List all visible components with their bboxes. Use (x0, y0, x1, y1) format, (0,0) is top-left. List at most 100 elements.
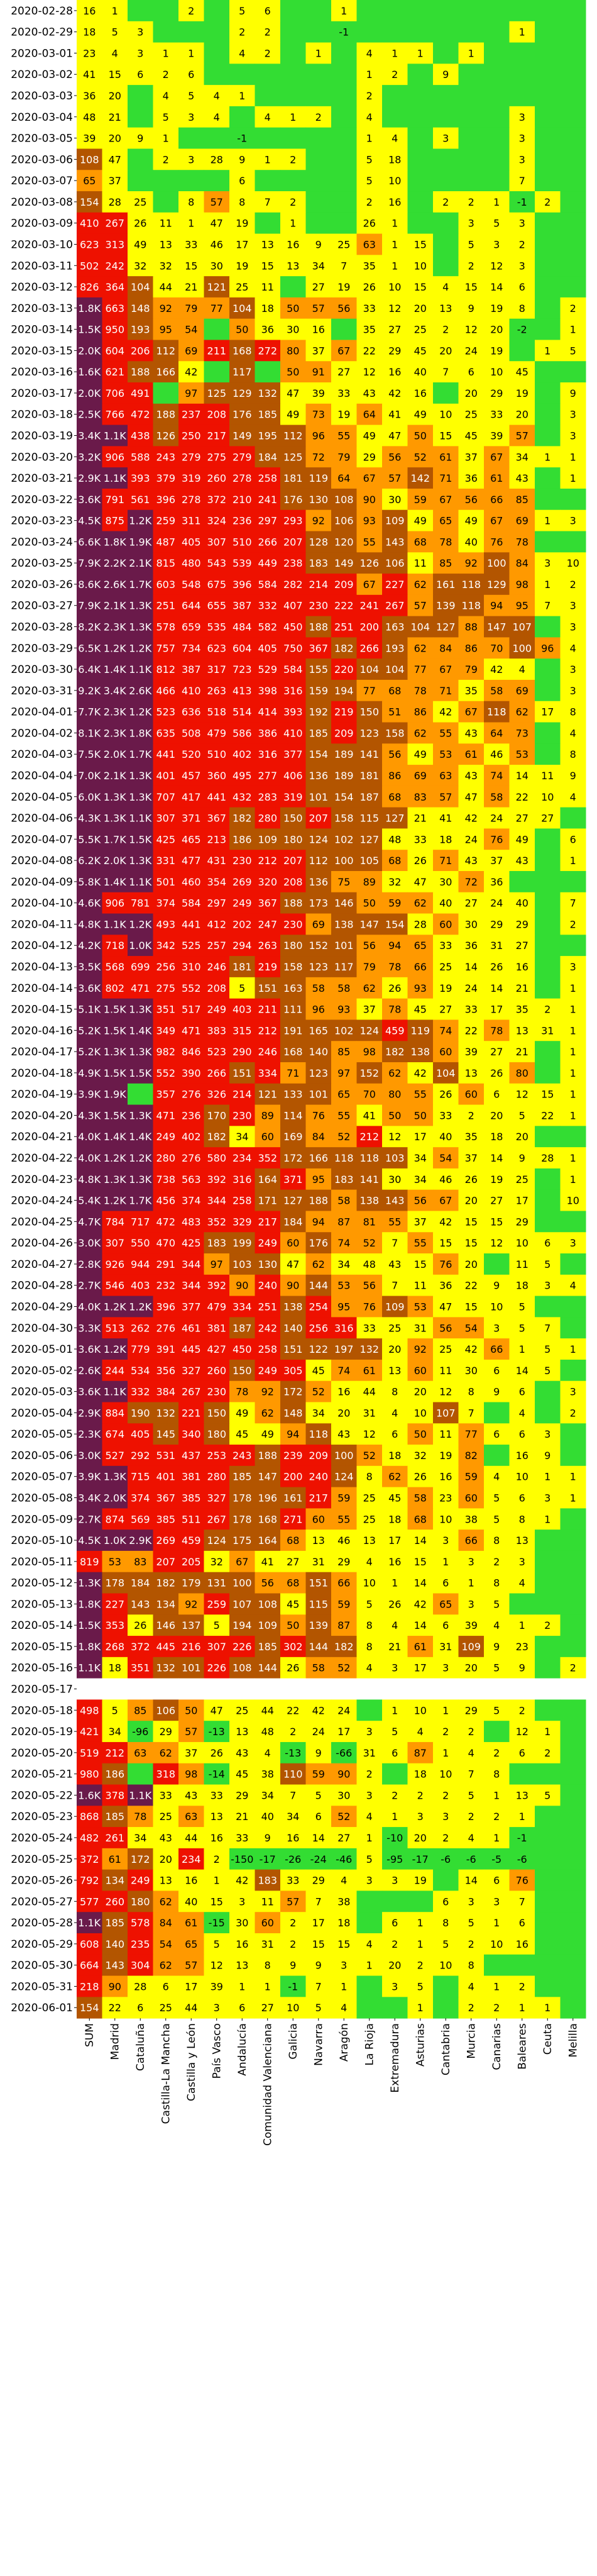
cell-value-label: 44 (363, 1386, 376, 1398)
cell-value-label: 39 (465, 1619, 478, 1631)
heatmap-cell (102, 318, 128, 340)
cell-value-label: 46 (490, 748, 503, 760)
cell-value-label: 4.5K (78, 1535, 101, 1546)
heatmap-cell (102, 467, 128, 489)
heatmap-cell (458, 127, 485, 149)
heatmap-cell (153, 531, 179, 553)
cell-value-label: 214 (309, 579, 328, 591)
cell-value-label: 414 (258, 706, 277, 718)
cell-value-label: 65 (185, 1938, 197, 1950)
cell-value-label: 29 (516, 918, 529, 930)
heatmap-cell (509, 425, 535, 447)
heatmap-cell (229, 106, 255, 128)
cell-value-label: 2 (417, 1960, 424, 1972)
heatmap-cell (229, 446, 255, 468)
cell-value-label: 4 (265, 1747, 271, 1759)
heatmap-cell (102, 85, 128, 107)
cell-value-label: 1 (519, 1343, 525, 1355)
cell-value-label: 371 (283, 1174, 303, 1185)
heatmap-cell (331, 148, 357, 170)
cell-value-label: 11 (516, 1258, 529, 1270)
cell-value-label: 220 (334, 663, 354, 675)
cell-value-label: 83 (414, 791, 427, 803)
cell-value-label: -95 (386, 1853, 403, 1865)
cell-value-label: 26 (465, 1174, 478, 1185)
heatmap-cell (407, 127, 434, 149)
cell-value-label: 3 (188, 111, 194, 123)
heatmap-cell (77, 0, 102, 22)
cell-value-label: 7.9K (78, 600, 101, 612)
cell-value-label: 401 (156, 1471, 175, 1483)
cell-value-label: 4 (493, 1619, 500, 1631)
heatmap-cell (331, 276, 357, 298)
cell-value-label: 61 (490, 472, 503, 484)
cell-value-label: 3 (519, 153, 525, 165)
cell-value-label: 26 (134, 218, 146, 230)
cell-value-label: 4 (570, 791, 576, 803)
heatmap-cell (509, 509, 535, 531)
cell-value-label: 254 (309, 1301, 328, 1313)
cell-value-label: 621 (105, 366, 124, 378)
heatmap-cell (356, 531, 383, 553)
heatmap-cell (128, 276, 153, 298)
heatmap-cell (382, 425, 408, 447)
cell-value-label: 94 (287, 1428, 299, 1440)
cell-value-label: 267 (105, 218, 124, 230)
cell-value-label: 62 (363, 982, 376, 994)
heatmap-cell (535, 1827, 561, 1849)
cell-value-label: 42 (465, 1343, 478, 1355)
cell-value-label: 4 (366, 1811, 373, 1823)
heatmap-cell (509, 64, 535, 86)
cell-value-label: 1 (417, 1938, 424, 1950)
heatmap-cell (407, 425, 434, 447)
heatmap-cell (560, 1827, 586, 1849)
cell-value-label: 427 (207, 1343, 226, 1355)
cell-value-label: 80 (287, 345, 299, 357)
heatmap-cell (458, 148, 485, 170)
heatmap-cell (484, 658, 510, 680)
heatmap-cell (305, 340, 332, 362)
cell-value-label: 78 (414, 685, 427, 697)
cell-value-label: 332 (258, 600, 277, 612)
heatmap-cell (204, 488, 230, 511)
cell-value-label: 37 (490, 855, 503, 867)
heatmap-cell (77, 127, 102, 149)
cell-value-label: 1 (442, 1556, 449, 1568)
heatmap-cell (535, 658, 561, 680)
heatmap-cell (331, 594, 357, 617)
heatmap-cell (128, 1083, 153, 1106)
cell-value-label: 129 (487, 579, 507, 591)
cell-value-label: 41 (83, 69, 96, 80)
cell-value-label: 132 (359, 1343, 379, 1355)
heatmap-cell (305, 21, 332, 43)
cell-value-label: 344 (182, 1280, 201, 1292)
heatmap-cell (484, 1402, 510, 1424)
cell-value-label: 27 (388, 324, 401, 336)
cell-value-label: 1 (341, 5, 347, 17)
cell-value-label: 372 (207, 494, 226, 506)
cell-value-label: 1.4K (104, 876, 126, 888)
cell-value-label: 781 (131, 897, 150, 909)
cell-value-label: 26 (414, 855, 427, 867)
heatmap-cell (128, 425, 153, 447)
cell-value-label: 2.1K (104, 600, 126, 612)
cell-value-label: -96 (132, 1726, 148, 1738)
cell-value-label: 11 (439, 1365, 452, 1377)
heatmap-cell (255, 64, 281, 86)
cell-value-label: 10 (388, 281, 401, 293)
cell-value-label: 169 (283, 1131, 303, 1143)
cell-value-label: 45 (287, 1598, 299, 1610)
heatmap-cell (407, 191, 434, 213)
cell-value-label: 62 (414, 579, 427, 591)
cell-value-label: 16 (388, 366, 401, 378)
cell-value-label: 47 (211, 1704, 223, 1716)
heatmap-cell (153, 679, 179, 702)
heatmap-cell (255, 425, 281, 447)
heatmap-cell (128, 21, 153, 43)
cell-value-label: 96 (312, 430, 325, 441)
cell-value-label: 146 (156, 1619, 175, 1631)
y-tick-label: 2020-03-03 (11, 90, 73, 103)
cell-value-label: 185 (258, 1641, 277, 1653)
cell-value-label: 210 (233, 494, 252, 506)
heatmap-cell (407, 574, 434, 596)
